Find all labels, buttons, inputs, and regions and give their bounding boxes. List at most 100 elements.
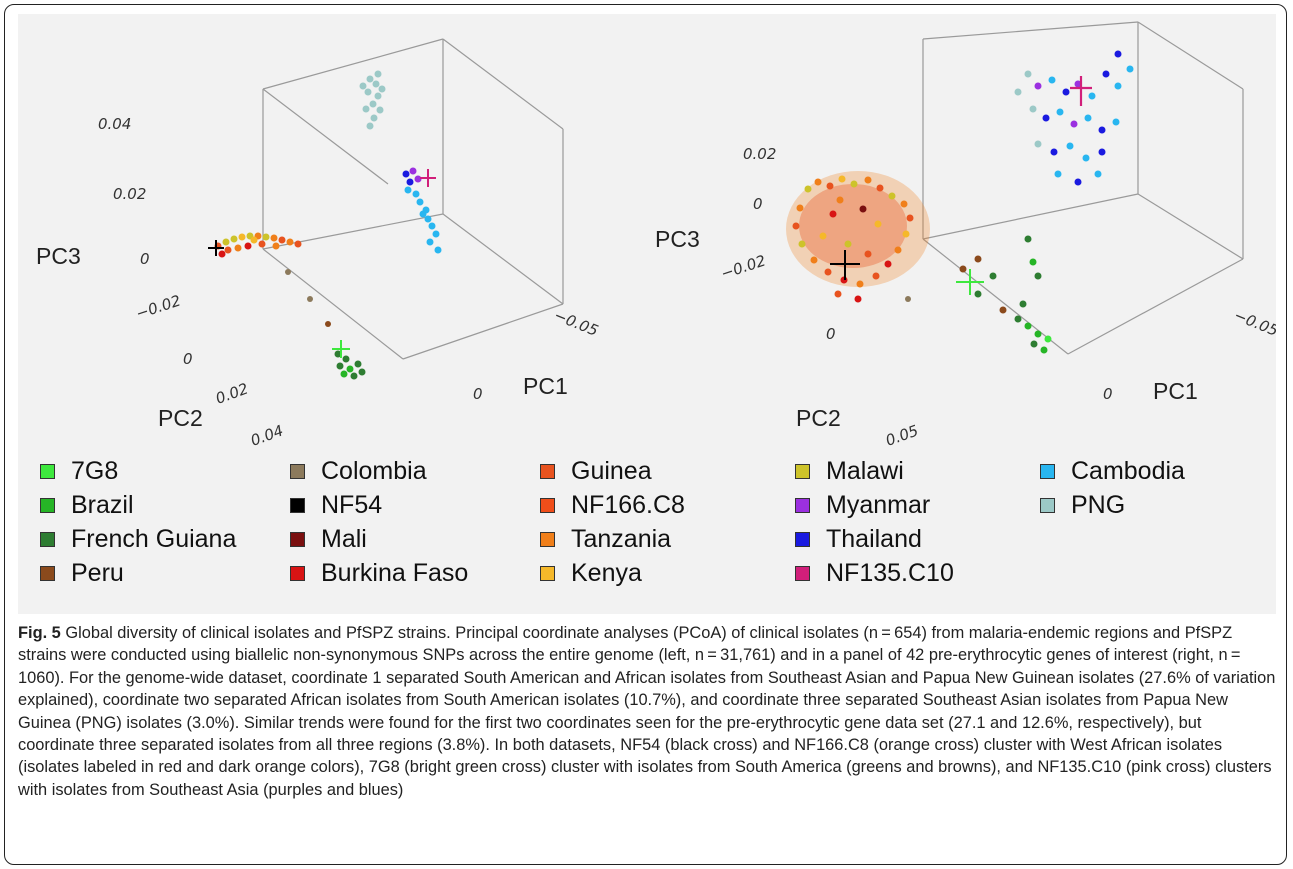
legend-swatch [290, 497, 305, 513]
legend-swatch [540, 565, 555, 581]
right-pc2-axis-title: PC2 [796, 405, 841, 431]
legend-label: Guinea [571, 456, 652, 485]
right-cluster-south-america [905, 235, 1052, 354]
legend-swatch [40, 497, 55, 513]
right-point-clusters [786, 50, 1134, 354]
legend-swatch [40, 531, 55, 547]
legend-item-tanzania: Tanzania [540, 523, 671, 555]
left-point-clusters [208, 70, 442, 380]
right-pc3-tick-3: −0.02 [719, 251, 768, 282]
legend-label: NF135.C10 [826, 558, 954, 587]
left-pc2-tick-1: −0.02 [134, 291, 183, 322]
right-axis-frame [922, 21, 1244, 355]
left-pc3-tick-3: 0 [140, 250, 150, 268]
left-axis-frame [262, 38, 564, 360]
legend-swatch [540, 531, 555, 547]
legend-swatch [795, 565, 810, 581]
right-pc3-tick-1: 0.02 [743, 145, 776, 163]
legend-label: Burkina Faso [321, 558, 469, 587]
left-cluster-africa [208, 232, 302, 258]
legend-item-nf54: NF54 [290, 489, 382, 521]
right-pc2-tick-1: 0 [826, 325, 836, 343]
legend: 7G8 Brazil French Guiana Peru Colombia N… [40, 455, 1270, 605]
legend-label: Cambodia [1071, 456, 1185, 485]
legend-item-malawi: Malawi [795, 455, 904, 487]
legend-item-myanmar: Myanmar [795, 489, 930, 521]
right-pc1-tick-2: 0 [1103, 385, 1113, 403]
figure-panel [18, 14, 1276, 614]
left-pc3-tick-2: 0.02 [113, 185, 146, 203]
figure-caption: Fig. 5 Global diversity of clinical isol… [18, 622, 1280, 801]
legend-item-nf166-c8: NF166.C8 [540, 489, 685, 521]
legend-item-thailand: Thailand [795, 523, 922, 555]
legend-swatch [40, 463, 55, 479]
left-pc1-axis-title: PC1 [523, 373, 568, 399]
right-pc3-tick-2: 0 [753, 195, 763, 213]
right-pc1-axis-title: PC1 [1153, 378, 1198, 404]
legend-swatch [290, 565, 305, 581]
left-pc1-tick-2: 0 [473, 385, 483, 403]
left-pc2-ticks: −0.02 0 0.02 0.04 [134, 291, 286, 449]
legend-label: Kenya [571, 558, 642, 587]
left-pc3-axis-title: PC3 [36, 243, 81, 269]
legend-item-burkina-faso: Burkina Faso [290, 557, 468, 589]
legend-label: Colombia [321, 456, 427, 485]
legend-swatch [540, 463, 555, 479]
right-pc1-tick-1: −0.05 [1232, 306, 1276, 340]
right-pc2-ticks: 0 0.05 [826, 325, 921, 450]
legend-swatch [290, 463, 305, 479]
legend-label: French Guiana [71, 524, 237, 553]
figure-frame [4, 4, 1287, 865]
left-pc1-tick-1: −0.05 [552, 306, 601, 340]
legend-label: Myanmar [826, 490, 931, 519]
legend-swatch [540, 497, 555, 513]
left-pc2-tick-2: 0 [183, 350, 193, 368]
right-cluster-africa [786, 171, 930, 303]
legend-item-kenya: Kenya [540, 557, 642, 589]
legend-label: NF166.C8 [571, 490, 685, 519]
legend-label: Malawi [826, 456, 904, 485]
left-pc3-ticks: 0.04 0.02 0 [98, 115, 150, 268]
legend-label: Mali [321, 524, 367, 553]
right-pc3-axis-title: PC3 [655, 226, 700, 252]
right-pcoa-plot: 0.02 0 −0.02 0 0.05 −0.05 0 PC3 PC2 PC1 [655, 21, 1276, 450]
legend-swatch [795, 463, 810, 479]
right-pc2-tick-2: 0.05 [883, 421, 921, 449]
legend-swatch [795, 497, 810, 513]
left-pcoa-plot: 0.04 0.02 0 −0.02 0 0.02 0.04 −0.05 0 PC… [36, 38, 601, 450]
left-cluster-south-america [285, 269, 366, 380]
legend-item-guinea: Guinea [540, 455, 652, 487]
left-cluster-sea [402, 167, 442, 254]
legend-swatch [795, 531, 810, 547]
legend-label: Thailand [826, 524, 922, 553]
figure-label: Fig. 5 [18, 624, 61, 642]
left-pc2-tick-3: 0.02 [213, 379, 251, 407]
legend-label: Brazil [71, 490, 134, 519]
right-cluster-sea [1014, 50, 1134, 186]
legend-item-nf135-c10: NF135.C10 [795, 557, 954, 589]
legend-item-french-guiana: French Guiana [40, 523, 236, 555]
legend-label: NF54 [321, 490, 383, 519]
legend-label: 7G8 [71, 456, 119, 485]
legend-label: Tanzania [571, 524, 672, 553]
legend-swatch [1040, 463, 1055, 479]
legend-swatch [290, 531, 305, 547]
legend-item-7g8: 7G8 [40, 455, 118, 487]
left-cluster-png [359, 70, 386, 130]
legend-label: PNG [1071, 490, 1126, 519]
legend-swatch [40, 565, 55, 581]
legend-item-colombia: Colombia [290, 455, 427, 487]
legend-item-peru: Peru [40, 557, 124, 589]
left-pc2-axis-title: PC2 [158, 405, 203, 431]
figure-caption-text: Global diversity of clinical isolates an… [18, 624, 1276, 799]
legend-item-brazil: Brazil [40, 489, 134, 521]
legend-swatch [1040, 497, 1055, 513]
left-pc2-tick-4: 0.04 [248, 421, 286, 449]
legend-item-png: PNG [1040, 489, 1125, 521]
pcoa-plots: 0.04 0.02 0 −0.02 0 0.02 0.04 −0.05 0 PC… [36, 21, 1276, 450]
legend-label: Peru [71, 558, 124, 587]
legend-item-cambodia: Cambodia [1040, 455, 1185, 487]
legend-item-mali: Mali [290, 523, 367, 555]
right-pc3-ticks: 0.02 0 −0.02 [719, 145, 777, 283]
left-pc3-tick-1: 0.04 [98, 115, 131, 133]
